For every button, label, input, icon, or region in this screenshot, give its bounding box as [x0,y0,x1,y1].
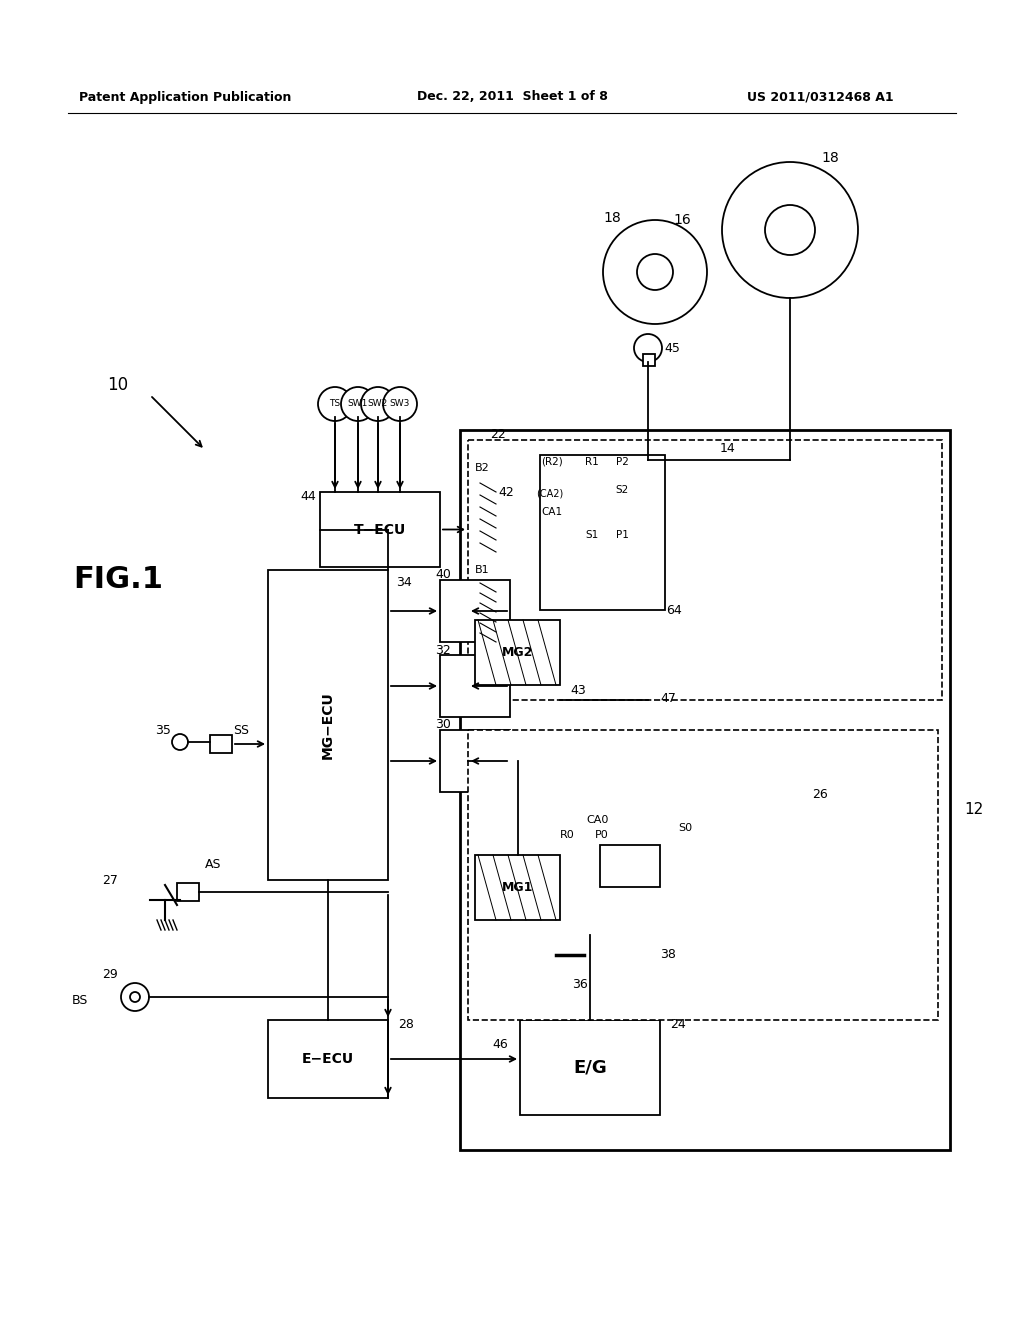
Text: Patent Application Publication: Patent Application Publication [79,91,291,103]
Bar [460,430,950,1150]
Text: 42: 42 [498,487,514,499]
Text: 32: 32 [435,644,451,656]
Text: CA0: CA0 [587,814,609,825]
Bar [643,354,655,366]
Circle shape [634,334,662,362]
Bar [440,579,510,642]
Bar [600,845,660,887]
Circle shape [361,387,395,421]
Text: P0: P0 [595,830,608,840]
Bar [440,730,510,792]
Circle shape [765,205,815,255]
Text: 46: 46 [493,1039,508,1052]
Text: P1: P1 [615,531,629,540]
Text: (CA2): (CA2) [537,488,563,498]
Text: 16: 16 [673,213,691,227]
Circle shape [383,387,417,421]
Text: 12: 12 [964,803,983,817]
Circle shape [534,949,546,961]
Bar [475,855,560,920]
Text: 10: 10 [108,376,129,393]
Circle shape [594,949,606,961]
Text: Dec. 22, 2011  Sheet 1 of 8: Dec. 22, 2011 Sheet 1 of 8 [417,91,607,103]
Text: 14: 14 [720,441,736,454]
Circle shape [318,387,352,421]
Text: US 2011/0312468 A1: US 2011/0312468 A1 [746,91,893,103]
Circle shape [637,253,673,290]
Circle shape [172,734,188,750]
Text: TS: TS [330,400,341,408]
Text: 24: 24 [670,1019,686,1031]
Text: 47: 47 [660,692,676,705]
Bar [540,455,665,610]
Text: MG1: MG1 [502,880,534,894]
Bar [468,730,938,1020]
Circle shape [341,387,375,421]
Bar [520,1020,660,1115]
Text: S1: S1 [586,531,599,540]
Circle shape [584,939,616,972]
Text: 22: 22 [490,429,506,441]
Text: E−ECU: E−ECU [302,1052,354,1067]
Bar [440,655,510,717]
Bar [268,1020,388,1098]
Text: CA1: CA1 [542,507,562,517]
Text: E/G: E/G [573,1059,607,1077]
Text: R0: R0 [560,830,575,840]
Text: B2: B2 [475,463,489,473]
Text: 64: 64 [667,603,682,616]
Text: BS: BS [72,994,88,1006]
Bar [468,440,942,700]
Circle shape [722,162,858,298]
Text: (R2): (R2) [541,457,563,467]
Text: S2: S2 [615,484,629,495]
Text: SW2: SW2 [368,400,388,408]
Text: P2: P2 [615,457,629,467]
Text: B1: B1 [475,565,489,576]
Bar [475,620,560,685]
Bar [520,940,640,970]
Text: S0: S0 [678,822,692,833]
Text: 29: 29 [102,969,118,982]
Circle shape [130,993,140,1002]
Text: 28: 28 [398,1019,414,1031]
Bar [319,492,440,568]
Text: 35: 35 [155,723,171,737]
Text: 44: 44 [300,491,315,503]
Text: 34: 34 [396,576,412,589]
Bar [177,883,199,902]
Text: 27: 27 [102,874,118,887]
Text: FIG.1: FIG.1 [73,565,163,594]
Text: 45: 45 [664,342,680,355]
Circle shape [121,983,150,1011]
Text: AS: AS [205,858,221,871]
Circle shape [524,939,556,972]
Text: MG−ECU: MG−ECU [321,692,335,759]
Text: SS: SS [233,723,249,737]
Bar [268,570,388,880]
Text: 36: 36 [572,978,588,991]
Text: 26: 26 [812,788,827,801]
Text: T−ECU: T−ECU [354,523,407,536]
Text: 38: 38 [660,949,676,961]
Text: 18: 18 [821,150,839,165]
Text: SW3: SW3 [390,400,411,408]
Bar [210,735,232,752]
Text: MG2: MG2 [502,645,534,659]
Text: 43: 43 [570,684,586,697]
Text: 30: 30 [435,718,451,731]
Text: R1: R1 [585,457,599,467]
Text: 18: 18 [603,211,621,224]
Text: 40: 40 [435,569,451,582]
Text: SW1: SW1 [348,400,369,408]
Circle shape [603,220,707,323]
